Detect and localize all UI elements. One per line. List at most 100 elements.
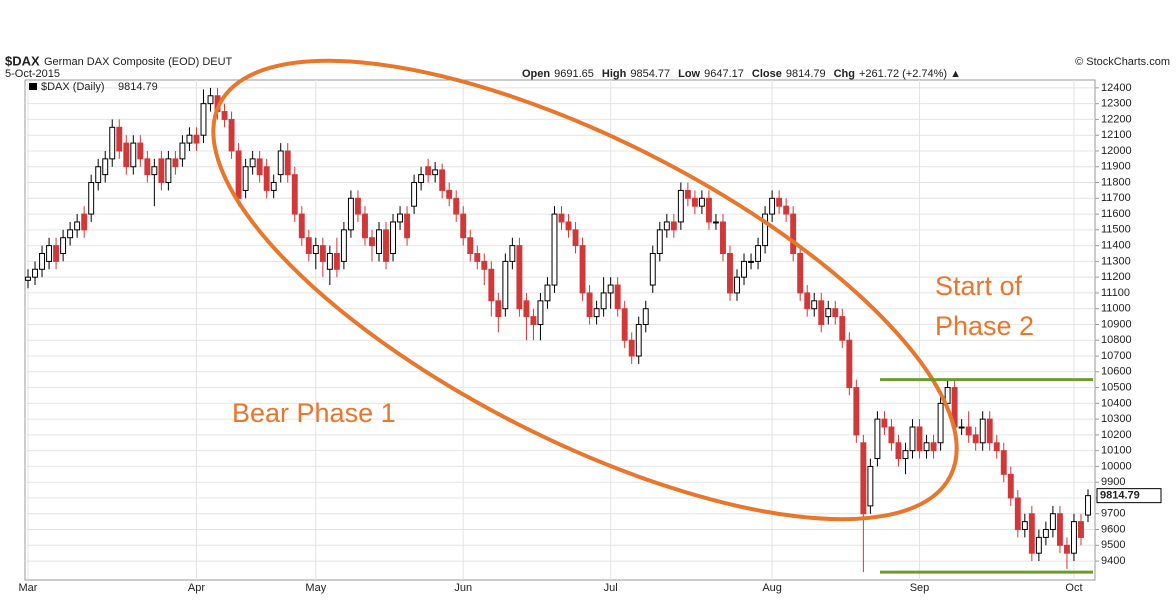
candle-body bbox=[390, 221, 396, 255]
candle-body bbox=[972, 434, 979, 444]
candle-body bbox=[881, 418, 888, 428]
candle-body bbox=[235, 150, 242, 199]
candle-body bbox=[467, 237, 474, 255]
last-price-box bbox=[1096, 488, 1162, 504]
candle-body bbox=[439, 169, 446, 191]
candle-body bbox=[95, 166, 102, 184]
candle-body bbox=[144, 158, 151, 176]
candle-body bbox=[797, 253, 804, 294]
candle-body bbox=[60, 237, 67, 255]
candle-body bbox=[874, 418, 881, 460]
candle-body bbox=[642, 308, 649, 325]
candle-body bbox=[298, 213, 305, 239]
legend-label: $DAX (Daily) bbox=[41, 81, 105, 93]
candle-body bbox=[53, 245, 60, 262]
candle-body bbox=[790, 213, 797, 255]
candle-body bbox=[684, 189, 691, 199]
candle-body bbox=[804, 292, 811, 310]
candle-body bbox=[319, 245, 326, 262]
y-tick-label: 10700 bbox=[1101, 350, 1132, 362]
candle-body bbox=[979, 418, 986, 444]
candle-body bbox=[579, 245, 586, 294]
y-tick-label: 10100 bbox=[1101, 445, 1132, 457]
quote-value: +261.72 (+2.74%) ▲ bbox=[859, 68, 961, 80]
candle-body bbox=[39, 253, 45, 270]
candle-body bbox=[333, 253, 340, 270]
y-tick-label: 9600 bbox=[1101, 523, 1125, 535]
y-tick-label: 9900 bbox=[1101, 476, 1125, 488]
x-tick-label: Jul bbox=[604, 582, 618, 594]
x-tick-label: Apr bbox=[188, 582, 205, 594]
y-tick-label: 10800 bbox=[1101, 334, 1132, 346]
x-tick-label: Jun bbox=[454, 582, 472, 594]
candle-body bbox=[649, 253, 656, 286]
candle-body bbox=[474, 253, 481, 262]
candle-body bbox=[712, 221, 719, 224]
candle-body bbox=[102, 158, 109, 176]
y-tick-label: 10500 bbox=[1101, 381, 1132, 393]
date: 5-Oct-2015 bbox=[5, 68, 60, 80]
candle-body bbox=[1078, 521, 1084, 538]
candle-body bbox=[340, 229, 347, 262]
grid: 9400950096009700980099001000010100102001… bbox=[19, 80, 1132, 594]
candle-body bbox=[383, 229, 389, 262]
candle-body bbox=[720, 221, 726, 255]
y-tick-label: 12400 bbox=[1101, 82, 1132, 94]
candle-body bbox=[418, 174, 425, 184]
quote-label: Chg bbox=[834, 68, 855, 80]
candle-body bbox=[916, 426, 923, 452]
candle-body bbox=[1000, 450, 1007, 475]
candle-body bbox=[586, 292, 593, 318]
candle-body bbox=[853, 387, 860, 436]
y-tick-label: 12000 bbox=[1101, 145, 1132, 157]
x-tick-label: May bbox=[305, 582, 326, 594]
candle-body bbox=[221, 111, 228, 120]
candle-body bbox=[67, 229, 74, 239]
candle-body bbox=[923, 442, 930, 452]
candle-body bbox=[312, 245, 319, 255]
candle-body bbox=[263, 166, 270, 191]
candle-body bbox=[783, 205, 790, 215]
instrument-name: German DAX Composite (EOD) DEUT bbox=[44, 56, 233, 68]
annotation: Start of bbox=[935, 271, 1023, 301]
candle-body bbox=[109, 126, 116, 160]
candle-body bbox=[46, 245, 53, 262]
candle-body bbox=[727, 253, 733, 294]
candle-body bbox=[165, 158, 172, 184]
candle-body bbox=[249, 158, 256, 168]
candle-body bbox=[228, 118, 235, 152]
candle-body bbox=[762, 213, 769, 247]
y-tick-label: 12300 bbox=[1101, 98, 1132, 110]
candle-body bbox=[670, 221, 677, 231]
quote-label: Close bbox=[752, 68, 782, 80]
candle-body bbox=[663, 221, 670, 231]
candle-body bbox=[460, 213, 467, 239]
candle-body bbox=[607, 284, 614, 294]
candle-body bbox=[74, 221, 81, 231]
y-tick-label: 10900 bbox=[1101, 318, 1132, 330]
candle-body bbox=[537, 300, 544, 325]
candle-body bbox=[944, 387, 951, 404]
candle-body bbox=[354, 197, 361, 215]
candle-body bbox=[677, 189, 684, 223]
y-tick-label: 11100 bbox=[1101, 287, 1130, 299]
candle-body bbox=[123, 142, 130, 168]
y-tick-label: 10200 bbox=[1101, 429, 1132, 441]
candle-body bbox=[867, 465, 874, 507]
candle-body bbox=[993, 442, 1000, 452]
candle-body bbox=[698, 197, 705, 207]
y-tick-label: 11000 bbox=[1101, 303, 1131, 315]
candle-body bbox=[930, 442, 937, 452]
x-tick-label: Oct bbox=[1065, 582, 1082, 594]
candle-body bbox=[158, 158, 165, 184]
candle-body bbox=[242, 166, 249, 191]
candle-body bbox=[488, 268, 495, 302]
y-tick-label: 11400 bbox=[1101, 240, 1131, 252]
candle-body bbox=[937, 402, 944, 444]
candle-body bbox=[25, 276, 31, 281]
y-tick-label: 10600 bbox=[1101, 366, 1132, 378]
candle-body bbox=[256, 158, 263, 176]
candle-body bbox=[509, 245, 516, 262]
